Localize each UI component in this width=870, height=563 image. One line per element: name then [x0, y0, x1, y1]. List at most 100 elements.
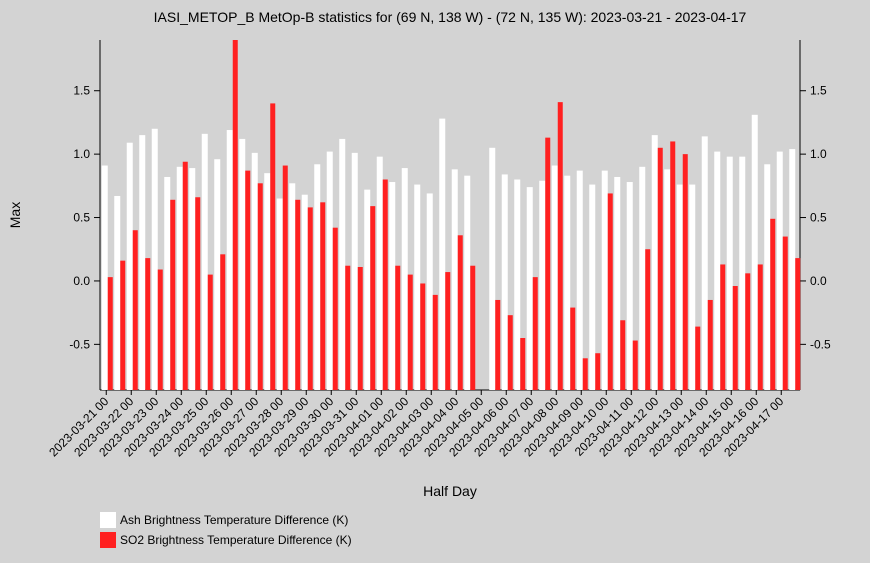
y2-tick-label: 1.0 — [810, 147, 827, 161]
bar — [170, 199, 176, 390]
bar — [607, 193, 613, 390]
bar — [451, 169, 458, 390]
bar — [670, 141, 676, 390]
bar — [489, 147, 496, 390]
bar — [514, 179, 521, 390]
bar — [539, 180, 546, 390]
bar — [776, 151, 783, 390]
bar — [295, 199, 301, 390]
bar — [370, 206, 376, 390]
bar — [470, 265, 476, 390]
bar — [345, 265, 351, 390]
bar — [626, 182, 633, 390]
bar — [745, 273, 751, 390]
bar — [689, 184, 696, 390]
bar — [564, 175, 571, 390]
bar — [195, 197, 201, 390]
bar — [201, 133, 208, 390]
bar — [570, 307, 576, 390]
bar — [789, 149, 796, 390]
bar — [757, 264, 763, 390]
bar — [589, 184, 596, 390]
bar — [714, 151, 721, 390]
bar — [457, 235, 463, 390]
legend-label: SO2 Brightness Temperature Difference (K… — [120, 533, 352, 547]
bar — [301, 194, 308, 390]
y2-tick-label: 1.5 — [810, 84, 827, 98]
bar — [682, 154, 688, 390]
bar — [307, 207, 313, 390]
bar — [720, 264, 726, 390]
bar — [732, 286, 738, 390]
bar — [157, 269, 163, 390]
bar — [651, 135, 658, 390]
bar — [782, 236, 788, 390]
bar — [620, 320, 626, 390]
bar — [676, 184, 683, 390]
bar — [139, 135, 146, 390]
y-tick-label: -0.5 — [69, 337, 90, 351]
y2-tick-label: -0.5 — [810, 337, 831, 351]
bar — [426, 193, 433, 390]
bar — [439, 118, 446, 390]
bar — [132, 230, 138, 390]
bar — [339, 138, 346, 390]
x-axis-label: Half Day — [423, 483, 477, 499]
bar — [351, 152, 358, 390]
bar — [407, 274, 413, 390]
bar — [220, 254, 226, 390]
bar — [595, 353, 601, 390]
bar — [164, 176, 171, 390]
bar — [582, 358, 588, 390]
bar — [751, 114, 758, 390]
bar — [264, 173, 271, 390]
bar — [657, 147, 663, 390]
bar — [145, 258, 151, 390]
bar — [320, 202, 326, 390]
bar — [182, 161, 188, 390]
y2-tick-label: 0.0 — [810, 274, 827, 288]
bar — [245, 170, 251, 390]
bar — [495, 299, 501, 390]
y-tick-label: 1.5 — [73, 84, 90, 98]
bar — [226, 130, 233, 390]
bar — [520, 338, 526, 390]
bar — [382, 179, 388, 390]
bar — [282, 165, 288, 390]
y-tick-label: 1.0 — [73, 147, 90, 161]
y-axis-label: Max — [7, 202, 23, 228]
bar — [414, 184, 421, 390]
bar — [232, 40, 238, 390]
bar — [432, 294, 438, 390]
bar — [289, 183, 296, 390]
bar — [545, 137, 551, 390]
bar — [207, 274, 213, 390]
bar — [526, 187, 533, 390]
bar — [576, 170, 583, 390]
bar — [795, 258, 801, 390]
bar — [239, 138, 246, 390]
bar — [326, 151, 333, 390]
bar — [614, 176, 621, 390]
bar — [645, 249, 651, 390]
y-tick-label: 0.5 — [73, 211, 90, 225]
legend-swatch — [100, 532, 116, 548]
bar — [695, 326, 701, 390]
bar — [557, 102, 563, 390]
bar — [395, 265, 401, 390]
bar — [214, 159, 221, 390]
bar — [176, 166, 183, 390]
bar — [401, 168, 408, 390]
bar — [532, 277, 538, 390]
bar — [632, 340, 638, 390]
bar — [126, 142, 133, 390]
bar — [707, 299, 713, 390]
bar — [501, 174, 508, 390]
legend-swatch — [100, 512, 116, 528]
bar — [114, 195, 121, 390]
chart-title: IASI_METOP_B MetOp-B statistics for (69 … — [154, 9, 747, 25]
bar — [332, 227, 338, 390]
bar — [120, 260, 126, 390]
